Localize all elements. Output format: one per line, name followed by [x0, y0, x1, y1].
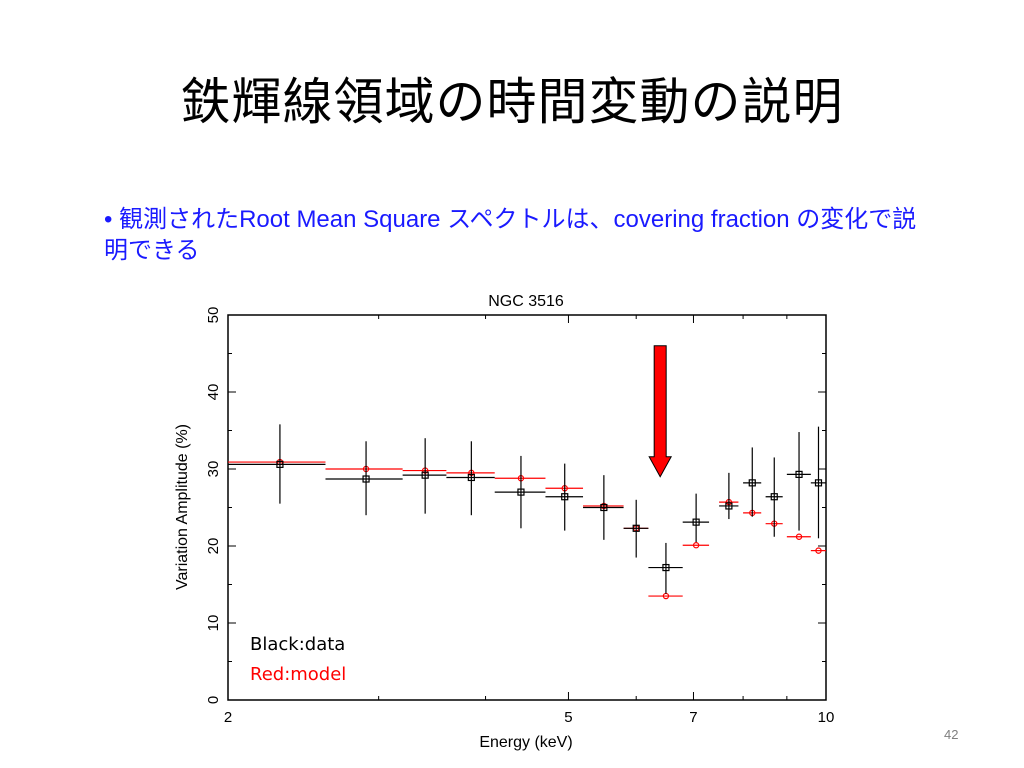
data-point	[421, 471, 429, 479]
slide-number: 42	[944, 727, 959, 742]
data-point	[748, 479, 756, 487]
y-axis-title: Variation Amplitude (%)	[174, 424, 191, 590]
x-tick-label: 5	[564, 709, 572, 726]
x-tick-label: 2	[224, 709, 232, 726]
chart-title: NGC 3516	[488, 293, 564, 310]
y-tick-label: 40	[205, 384, 222, 401]
legend-data-label: Black:data	[250, 634, 345, 655]
arrow-annotation	[648, 345, 673, 478]
model-point	[815, 547, 822, 554]
x-axis-title: Energy (keV)	[479, 734, 572, 751]
axes: 0 10 20 30 40 50 2 5 7 10	[205, 307, 834, 726]
down-arrow-shape	[648, 345, 673, 478]
data-point	[795, 470, 803, 478]
model-point	[692, 542, 700, 549]
data-point	[467, 473, 475, 482]
data-point	[770, 493, 778, 501]
data-point	[662, 563, 670, 572]
y-tick-label: 0	[205, 696, 222, 704]
bullet-point: • 観測されたRoot Mean Square スペクトルは、covering …	[104, 204, 934, 266]
data-point	[814, 479, 823, 487]
y-tick-label: 50	[205, 307, 222, 324]
model-point	[795, 533, 803, 540]
slide-title: 鉄輝線領域の時間変動の説明	[180, 73, 844, 131]
y-tick-label: 20	[205, 538, 222, 555]
data-point	[362, 475, 370, 483]
y-tick-label: 10	[205, 615, 222, 632]
x-tick-label: 7	[689, 709, 697, 726]
bullet-marker: •	[104, 206, 113, 233]
model-series	[228, 458, 826, 600]
data-point	[692, 518, 700, 526]
data-point	[276, 460, 284, 468]
x-tick-label: 10	[818, 709, 835, 726]
data-point	[725, 502, 733, 510]
data-point	[517, 488, 525, 496]
y-tick-label: 30	[205, 461, 222, 478]
data-point	[632, 524, 640, 532]
data-point	[561, 493, 569, 501]
bullet-text: 観測されたRoot Mean Square スペクトルは、covering fr…	[104, 206, 917, 264]
data-point	[600, 503, 608, 512]
legend-model-label: Red:model	[250, 664, 346, 685]
data-series	[228, 424, 826, 594]
